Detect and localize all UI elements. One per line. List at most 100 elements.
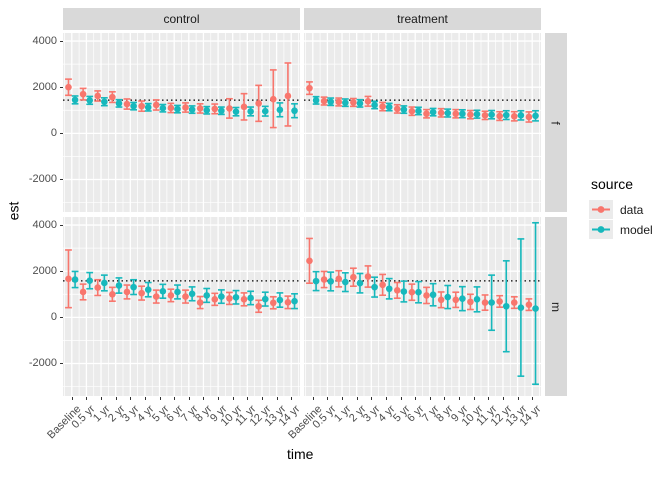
pointrange-model-4 [371,276,378,298]
y-tick-mark [59,317,63,319]
pointrange-data-3 [108,91,116,104]
panel-control-f [63,33,300,212]
pointrange-data-10 [452,291,460,309]
pointrange-data-12 [240,92,248,121]
facet-strip-m-label: m [549,301,563,312]
pointrange-model-5 [144,281,152,298]
pointrange-data-13 [255,84,263,123]
x-tick-mark [371,396,373,400]
pointrange-model-13 [261,105,269,117]
x-axis-title: time [287,446,314,462]
pointrange-model-13 [502,109,510,121]
pointrange-model-10 [217,289,225,305]
pointrange-model-15 [532,221,539,386]
pointrange-model-0 [312,270,320,292]
x-tick-mark [232,396,234,400]
panel-treatment-f [304,33,541,212]
pointrange-data-10 [211,103,219,115]
series-model [312,221,539,386]
pointrange-model-7 [415,106,422,116]
pointrange-data-13 [255,299,263,314]
x-tick-mark [276,396,278,400]
x-tick-mark [174,396,176,400]
x-tick-mark [203,396,205,400]
x-tick-mark [517,396,519,400]
pointrange-data-3 [108,286,116,302]
pointrange-data-11 [467,109,474,120]
pointrange-data-5 [379,273,387,296]
pointrange-model-15 [291,103,298,119]
pointrange-data-9 [196,295,204,310]
pointrange-data-2 [94,90,102,102]
y-tick-label: 4000 [32,35,57,48]
y-tick-mark [59,225,63,227]
pointrange-data-7 [167,288,175,303]
pointrange-model-2 [100,97,108,107]
x-tick-mark [188,396,190,400]
pointrange-data-1 [320,96,328,106]
pointrange-model-11 [232,106,240,117]
pointrange-data-14 [269,69,277,129]
pointrange-data-11 [226,291,233,306]
panel-treatment-m [304,217,541,396]
pointrange-model-4 [130,101,137,111]
y-tick-label: -2000 [28,357,57,370]
pointrange-data-1 [79,283,87,301]
panel-plot-area [63,33,300,212]
pointrange-data-8 [182,289,189,304]
pointrange-data-14 [269,296,277,310]
x-tick-mark [71,396,73,400]
pointrange-data-6 [393,281,401,299]
pointrange-data-15 [525,298,533,312]
pointrange-data-12 [240,292,248,307]
y-tick-mark [59,133,63,135]
x-tick-mark [261,396,263,400]
facet-strip-control-label: control [163,12,200,26]
y-tick-mark [59,363,63,365]
pointrange-data-8 [182,102,189,113]
x-tick-mark [115,396,117,400]
pointrange-model-8 [188,286,196,302]
y-tick-mark [59,87,63,89]
pointrange-data-7 [408,106,416,117]
y-tick-label: 0 [50,127,57,140]
y-tick-label: 2000 [32,81,57,94]
pointrange-model-2 [341,272,349,293]
y-tick-label: -2000 [28,173,57,186]
pointrange-model-3 [115,277,123,294]
x-tick-mark [291,396,293,400]
facet-strip-f: f [545,33,567,212]
legend-label-data: data [620,202,644,217]
pointrange-data-8 [423,286,430,305]
series-data [65,62,292,129]
series-data [65,249,292,314]
y-tick-mark [59,271,63,273]
pointrange-data-9 [437,291,445,309]
pointrange-model-1 [327,97,335,107]
pointrange-data-6 [393,103,401,114]
pointrange-model-7 [174,104,181,114]
pointrange-model-4 [371,100,378,110]
x-tick-mark [159,396,161,400]
pointrange-model-9 [444,284,452,310]
x-tick-mark [130,396,132,400]
pointrange-model-8 [429,107,437,117]
x-tick-mark [101,396,103,400]
pointrange-data-7 [408,283,416,302]
y-tick-label: 0 [50,311,57,324]
pointrange-model-3 [356,98,364,108]
pointrange-data-3 [349,97,357,108]
pointrange-data-9 [196,103,204,114]
panel-plot-area [63,217,300,396]
pointrange-data-0 [306,237,313,285]
pointrange-model-14 [517,109,525,121]
pointrange-model-12 [247,290,255,306]
x-tick-mark [327,396,329,400]
pointrange-model-14 [276,102,284,118]
pointrange-model-15 [291,293,298,310]
pointrange-model-6 [159,283,167,299]
pointrange-data-14 [510,110,518,122]
pointrange-model-0 [71,270,79,289]
pointrange-model-5 [385,102,393,112]
